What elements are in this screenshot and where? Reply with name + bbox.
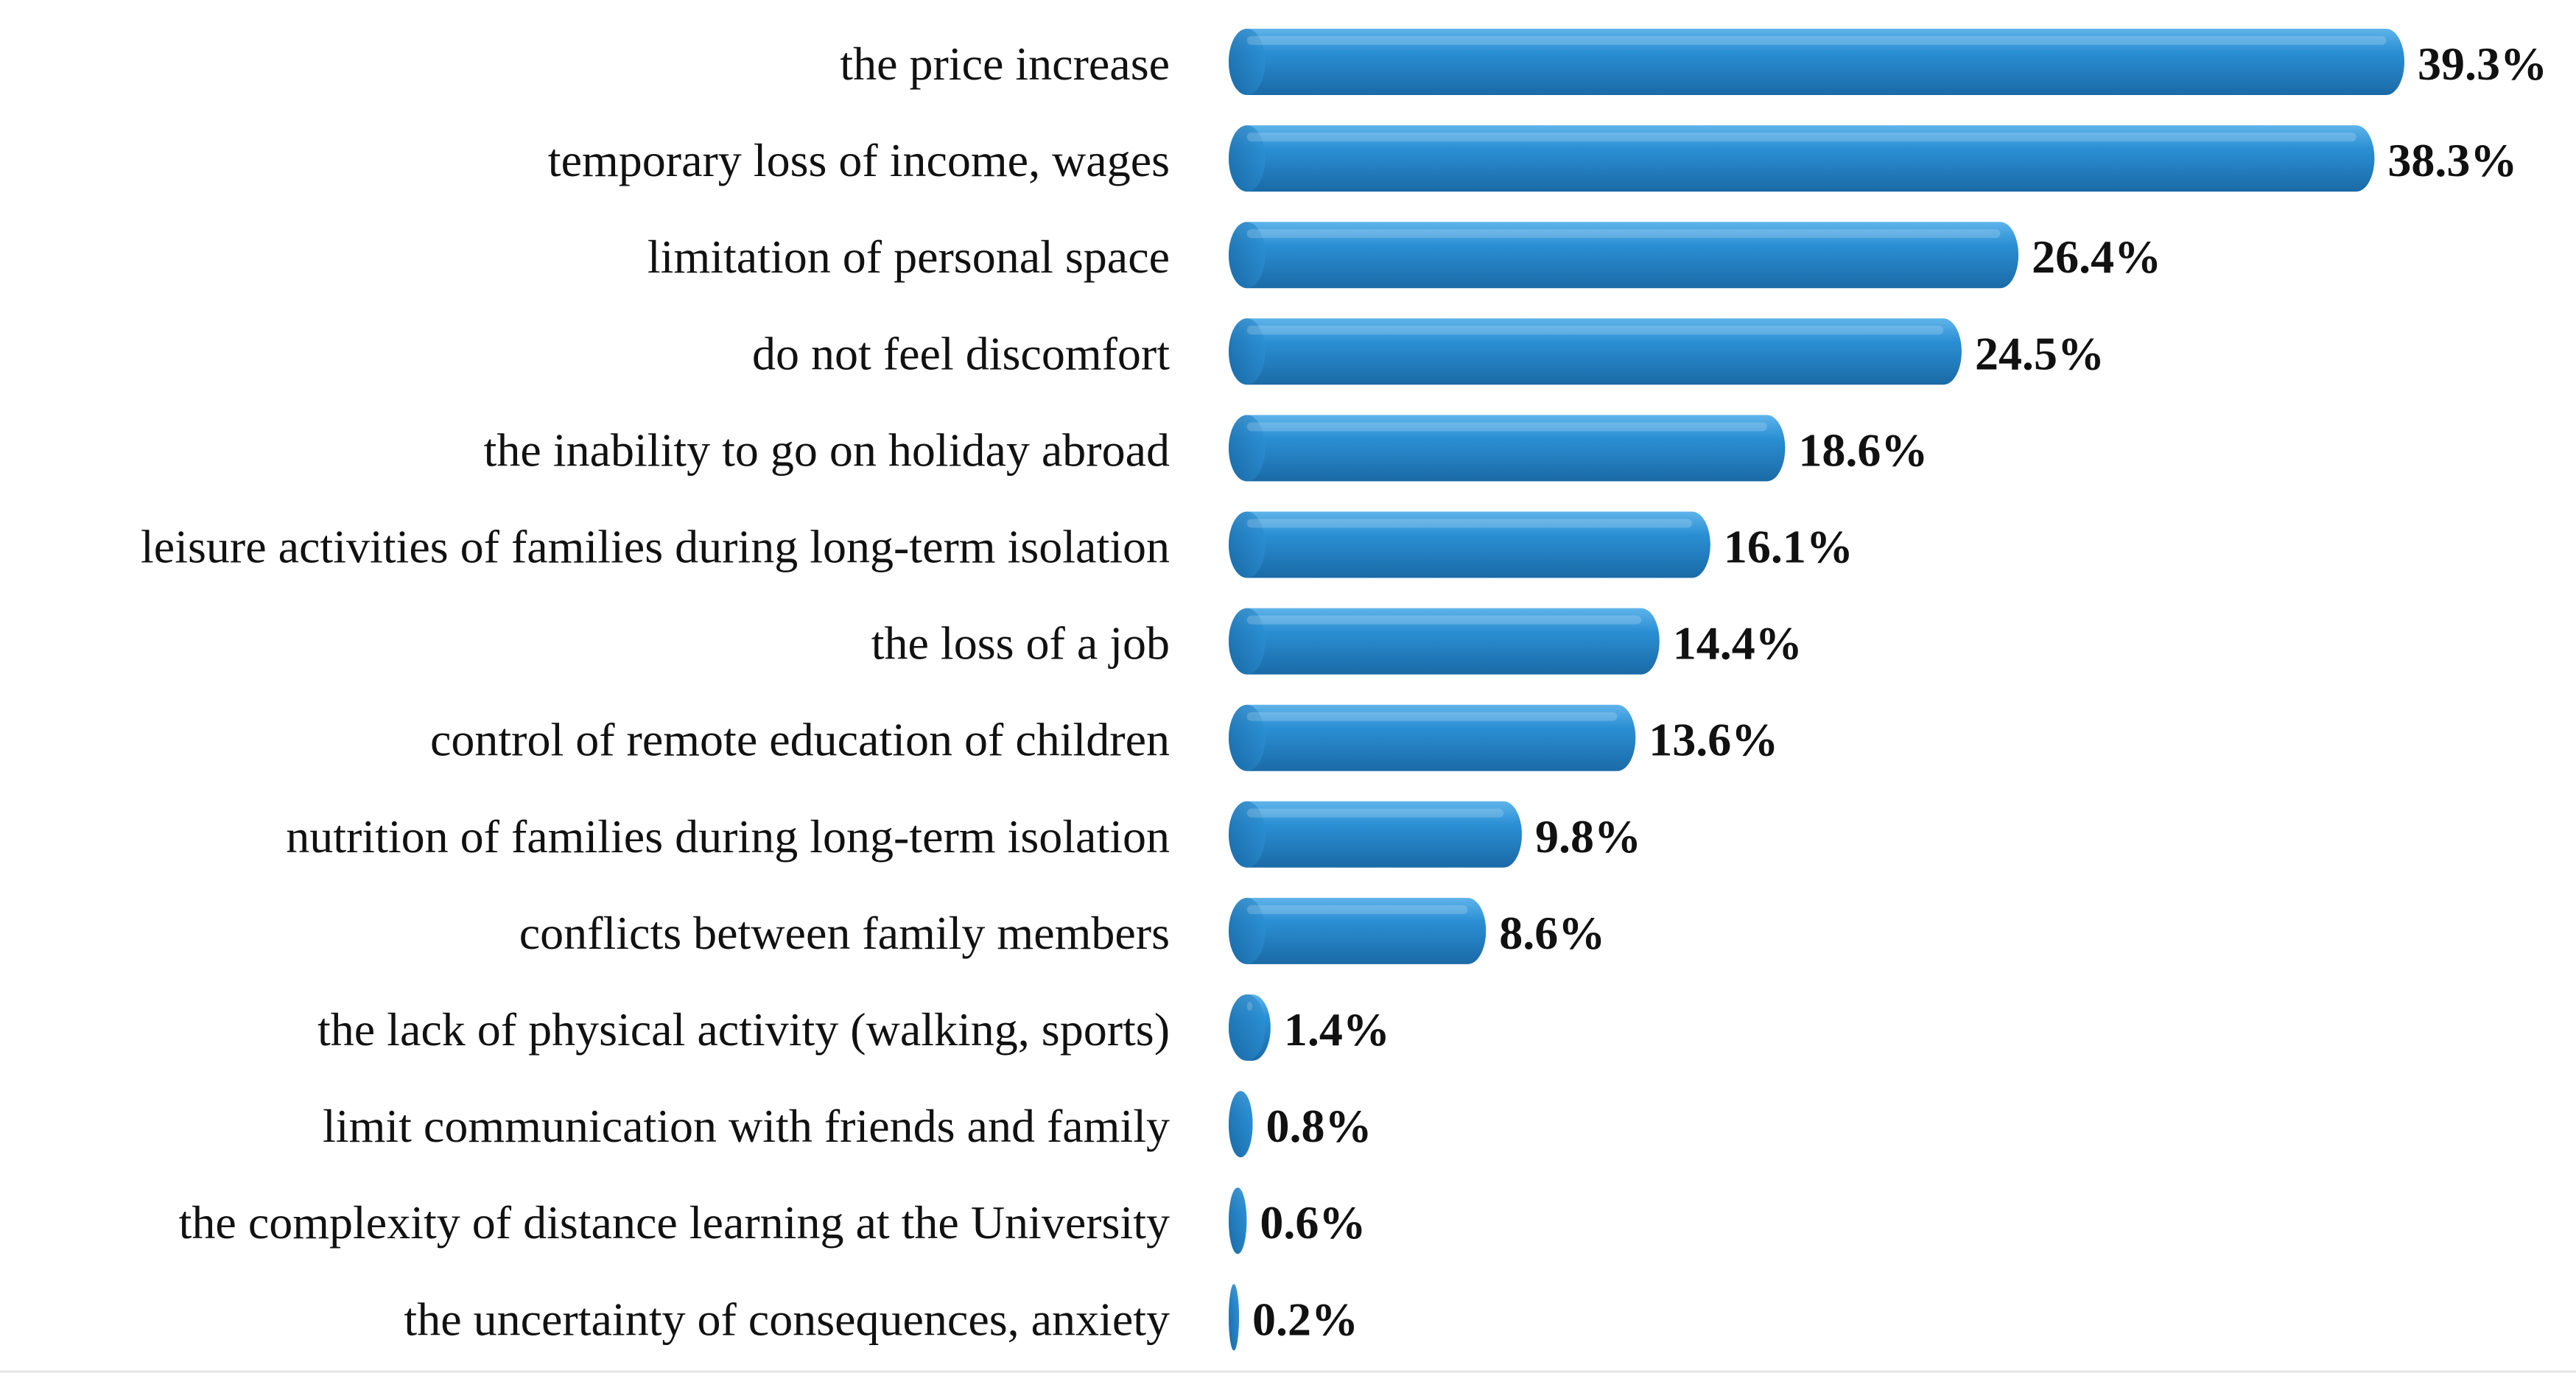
bar: [1229, 318, 1962, 385]
bar-body: [1229, 897, 1487, 964]
category-label: limit communication with friends and fam…: [323, 1100, 1170, 1152]
bar-highlight: [1246, 808, 1504, 818]
bar-body: [1229, 704, 1636, 771]
bar-highlight: [1246, 1002, 1253, 1011]
bar-cap: [1229, 608, 1266, 675]
data-label: 16.1%: [1724, 521, 1853, 573]
category-label: temporary loss of income, wages: [548, 134, 1170, 186]
bar-body: [1229, 222, 2019, 289]
bar-body: [1229, 125, 2375, 192]
data-label: 26.4%: [2032, 231, 2161, 283]
data-label: 38.3%: [2387, 134, 2517, 186]
bar-highlight: [1246, 422, 1767, 432]
bar: [1229, 29, 2404, 95]
bar-cap: [1229, 415, 1266, 482]
bar: [1229, 222, 2019, 289]
bar: [1229, 994, 1271, 1061]
data-label: 0.2%: [1252, 1293, 1358, 1345]
data-label: 9.8%: [1535, 810, 1641, 863]
bar: [1229, 1284, 1239, 1351]
data-label: 39.3%: [2418, 38, 2547, 90]
bar: [1229, 415, 1786, 482]
bar-cap: [1229, 222, 1266, 289]
bar: [1229, 704, 1636, 771]
bar-cap: [1229, 125, 1266, 192]
bar: [1229, 125, 2375, 192]
category-label: the inability to go on holiday abroad: [484, 424, 1170, 476]
data-label: 13.6%: [1649, 714, 1778, 766]
category-label: do not feel discomfort: [752, 327, 1170, 379]
bar-highlight: [1246, 133, 2356, 142]
category-labels: the price increase temporary loss of inco…: [141, 38, 1170, 1345]
data-label: 14.4%: [1673, 617, 1803, 670]
bar-cap: [1229, 994, 1266, 1061]
bars-layer: [1229, 29, 2404, 1351]
category-label: the price increase: [840, 38, 1170, 90]
bar-cap: [1229, 1187, 1247, 1254]
category-label: limitation of personal space: [647, 231, 1170, 283]
bar-highlight: [1246, 905, 1468, 914]
category-label: the uncertainty of consequences, anxiety: [404, 1293, 1170, 1345]
category-label: the loss of a job: [871, 617, 1170, 670]
bar-highlight: [1246, 229, 2001, 239]
data-label: 1.4%: [1284, 1003, 1390, 1056]
bar-body: [1229, 511, 1710, 578]
category-label: the complexity of distance learning at t…: [179, 1196, 1170, 1249]
category-label: leisure activities of families during lo…: [141, 521, 1170, 573]
category-label: the lack of physical activity (walking, …: [317, 1003, 1170, 1056]
bar-cap: [1229, 801, 1266, 868]
category-label: nutrition of families during long-term i…: [286, 810, 1170, 863]
bar-cap: [1229, 897, 1266, 964]
bar-cap: [1229, 704, 1266, 771]
bar: [1229, 511, 1710, 578]
bar-body: [1229, 318, 1962, 385]
data-label: 8.6%: [1499, 907, 1605, 959]
category-label: conflicts between family members: [519, 907, 1170, 959]
bar-highlight: [1246, 326, 1944, 335]
bar: [1229, 801, 1522, 868]
bar-cap: [1229, 318, 1266, 385]
bar: [1229, 1091, 1253, 1158]
bar-highlight: [1246, 36, 2387, 45]
bar-cap: [1229, 511, 1266, 578]
data-label: 0.6%: [1260, 1196, 1366, 1249]
bar-cap: [1229, 1284, 1239, 1351]
data-label: 18.6%: [1798, 424, 1928, 476]
bar-cap: [1229, 1091, 1253, 1158]
bar-highlight: [1246, 615, 1642, 625]
bar: [1229, 897, 1487, 964]
bar-body: [1229, 801, 1522, 868]
bar: [1229, 608, 1660, 675]
bar-body: [1229, 608, 1660, 675]
data-label: 24.5%: [1975, 327, 2105, 379]
data-label: 0.8%: [1266, 1100, 1372, 1152]
category-label: control of remote education of children: [430, 714, 1170, 766]
bar: [1229, 1187, 1247, 1254]
bar-highlight: [1246, 519, 1693, 528]
bar-body: [1229, 415, 1786, 482]
value-labels: 39.3% 38.3% 26.4% 24.5% 18.6% 16.1% 14.4% 13.6%…: [1252, 38, 2547, 1345]
bar-body: [1229, 29, 2404, 95]
bar-highlight: [1246, 712, 1618, 721]
bar-cap: [1229, 29, 1266, 95]
